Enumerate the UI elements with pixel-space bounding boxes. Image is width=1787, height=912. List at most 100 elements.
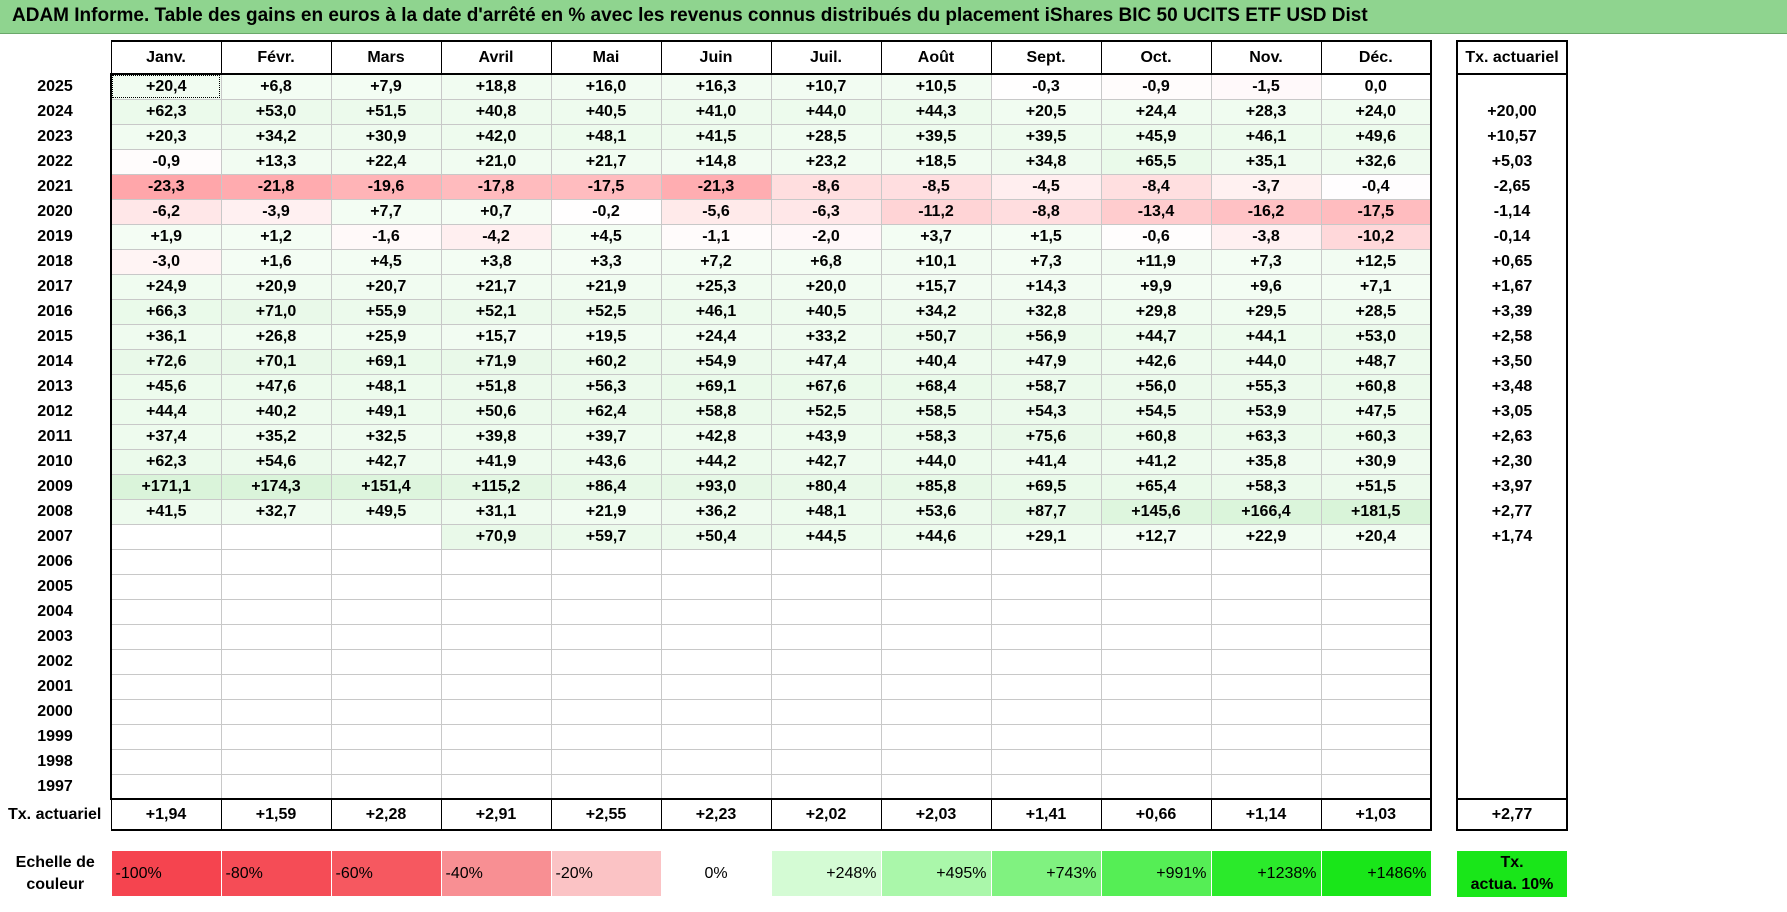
table-cell[interactable]: -8,6 xyxy=(770,173,882,200)
table-cell[interactable]: -0,3 xyxy=(990,73,1102,100)
table-cell[interactable]: -19,6 xyxy=(330,173,442,200)
table-cell[interactable]: +47,9 xyxy=(990,348,1102,375)
table-cell[interactable]: +20,7 xyxy=(330,273,442,300)
table-cell[interactable] xyxy=(1210,598,1322,625)
table-cell[interactable] xyxy=(220,673,332,700)
table-cell[interactable]: +34,2 xyxy=(880,298,992,325)
table-cell[interactable]: +35,1 xyxy=(1210,148,1322,175)
tx-actuariel-cell[interactable] xyxy=(1456,549,1568,574)
table-cell[interactable] xyxy=(110,623,222,650)
table-cell[interactable] xyxy=(330,573,442,600)
table-cell[interactable]: -13,4 xyxy=(1100,198,1212,225)
table-cell[interactable] xyxy=(1320,598,1432,625)
table-cell[interactable]: +48,1 xyxy=(330,373,442,400)
table-cell[interactable] xyxy=(660,698,772,725)
table-cell[interactable]: -1,6 xyxy=(330,223,442,250)
table-cell[interactable]: +18,8 xyxy=(440,73,552,100)
tx-actuariel-cell[interactable]: +2,63 xyxy=(1456,424,1568,449)
table-cell[interactable]: +65,5 xyxy=(1100,148,1212,175)
table-cell[interactable]: -0,9 xyxy=(1100,73,1212,100)
tx-actuariel-cell[interactable]: +5,03 xyxy=(1456,149,1568,174)
table-cell[interactable] xyxy=(1210,573,1322,600)
table-cell[interactable]: +29,1 xyxy=(990,523,1102,550)
table-cell[interactable] xyxy=(660,648,772,675)
table-cell[interactable]: +29,8 xyxy=(1100,298,1212,325)
table-cell[interactable]: +7,3 xyxy=(990,248,1102,275)
table-cell[interactable] xyxy=(550,723,662,750)
table-cell[interactable] xyxy=(220,698,332,725)
table-cell[interactable]: +20,5 xyxy=(990,98,1102,125)
table-cell[interactable] xyxy=(880,673,992,700)
table-cell[interactable] xyxy=(220,523,332,550)
table-cell[interactable]: +42,6 xyxy=(1100,348,1212,375)
table-cell[interactable] xyxy=(880,573,992,600)
table-cell[interactable] xyxy=(1210,723,1322,750)
table-cell[interactable]: +18,5 xyxy=(880,148,992,175)
table-cell[interactable]: +10,7 xyxy=(770,73,882,100)
table-cell[interactable]: +15,7 xyxy=(440,323,552,350)
table-cell[interactable] xyxy=(1100,748,1212,775)
table-cell[interactable]: +46,1 xyxy=(1210,123,1322,150)
tx-actuariel-cell[interactable] xyxy=(1456,699,1568,724)
table-cell[interactable] xyxy=(110,523,222,550)
table-cell[interactable]: +28,5 xyxy=(770,123,882,150)
table-cell[interactable]: +25,9 xyxy=(330,323,442,350)
table-cell[interactable]: +115,2 xyxy=(440,473,552,500)
table-cell[interactable]: +69,1 xyxy=(330,348,442,375)
table-cell[interactable]: -0,9 xyxy=(110,148,222,175)
table-cell[interactable]: +32,6 xyxy=(1320,148,1432,175)
table-cell[interactable]: +60,8 xyxy=(1100,423,1212,450)
tx-actuariel-cell[interactable]: +3,05 xyxy=(1456,399,1568,424)
table-cell[interactable]: -4,2 xyxy=(440,223,552,250)
table-cell[interactable]: +54,6 xyxy=(220,448,332,475)
table-cell[interactable]: +42,0 xyxy=(440,123,552,150)
table-cell[interactable] xyxy=(1100,773,1212,800)
table-cell[interactable]: +40,8 xyxy=(440,98,552,125)
table-cell[interactable]: +21,7 xyxy=(550,148,662,175)
table-cell[interactable]: +3,8 xyxy=(440,248,552,275)
table-cell[interactable]: +13,3 xyxy=(220,148,332,175)
table-cell[interactable] xyxy=(220,748,332,775)
table-cell[interactable] xyxy=(1320,773,1432,800)
table-cell[interactable] xyxy=(1100,698,1212,725)
table-cell[interactable] xyxy=(1100,573,1212,600)
table-cell[interactable]: -21,3 xyxy=(660,173,772,200)
table-cell[interactable] xyxy=(220,773,332,800)
table-cell[interactable]: +25,3 xyxy=(660,273,772,300)
table-cell[interactable] xyxy=(990,748,1102,775)
table-cell[interactable]: +1,6 xyxy=(220,248,332,275)
table-cell[interactable]: +53,9 xyxy=(1210,398,1322,425)
table-cell[interactable]: +51,5 xyxy=(330,98,442,125)
table-cell[interactable]: +70,9 xyxy=(440,523,552,550)
table-cell[interactable]: +42,7 xyxy=(770,448,882,475)
table-cell[interactable] xyxy=(220,648,332,675)
table-cell[interactable] xyxy=(110,773,222,800)
table-cell[interactable]: +67,6 xyxy=(770,373,882,400)
table-cell[interactable]: +28,5 xyxy=(1320,298,1432,325)
table-cell[interactable]: +55,3 xyxy=(1210,373,1322,400)
table-cell[interactable]: +62,4 xyxy=(550,398,662,425)
table-cell[interactable]: +31,1 xyxy=(440,498,552,525)
tx-actuariel-cell[interactable]: +3,48 xyxy=(1456,374,1568,399)
table-cell[interactable] xyxy=(990,623,1102,650)
table-cell[interactable]: +1,2 xyxy=(220,223,332,250)
table-cell[interactable] xyxy=(330,648,442,675)
table-cell[interactable] xyxy=(880,648,992,675)
table-cell[interactable]: +40,5 xyxy=(550,98,662,125)
tx-actuariel-cell[interactable]: -1,14 xyxy=(1456,199,1568,224)
table-cell[interactable]: +24,4 xyxy=(1100,98,1212,125)
table-cell[interactable] xyxy=(110,648,222,675)
table-cell[interactable] xyxy=(330,723,442,750)
table-cell[interactable]: -4,5 xyxy=(990,173,1102,200)
table-cell[interactable] xyxy=(550,698,662,725)
table-cell[interactable]: +14,8 xyxy=(660,148,772,175)
table-cell[interactable]: +42,8 xyxy=(660,423,772,450)
table-cell[interactable]: +41,4 xyxy=(990,448,1102,475)
table-cell[interactable]: +12,7 xyxy=(1100,523,1212,550)
table-cell[interactable] xyxy=(660,548,772,575)
table-cell[interactable]: +39,5 xyxy=(880,123,992,150)
table-cell[interactable]: +93,0 xyxy=(660,473,772,500)
table-cell[interactable] xyxy=(770,723,882,750)
table-cell[interactable]: +7,3 xyxy=(1210,248,1322,275)
table-cell[interactable] xyxy=(110,698,222,725)
